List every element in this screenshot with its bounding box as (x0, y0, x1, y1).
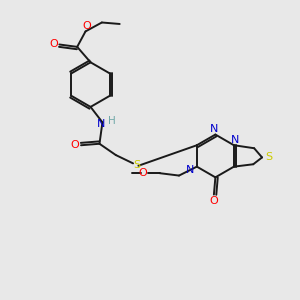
Text: N: N (97, 119, 105, 129)
Text: S: S (265, 152, 272, 162)
Text: O: O (50, 40, 58, 50)
Text: O: O (138, 168, 147, 178)
Text: N: N (210, 124, 218, 134)
Text: S: S (133, 160, 140, 170)
Text: O: O (71, 140, 80, 150)
Text: N: N (231, 135, 240, 145)
Text: H: H (108, 116, 116, 126)
Text: O: O (209, 196, 218, 206)
Text: O: O (82, 21, 91, 31)
Text: N: N (186, 165, 194, 175)
